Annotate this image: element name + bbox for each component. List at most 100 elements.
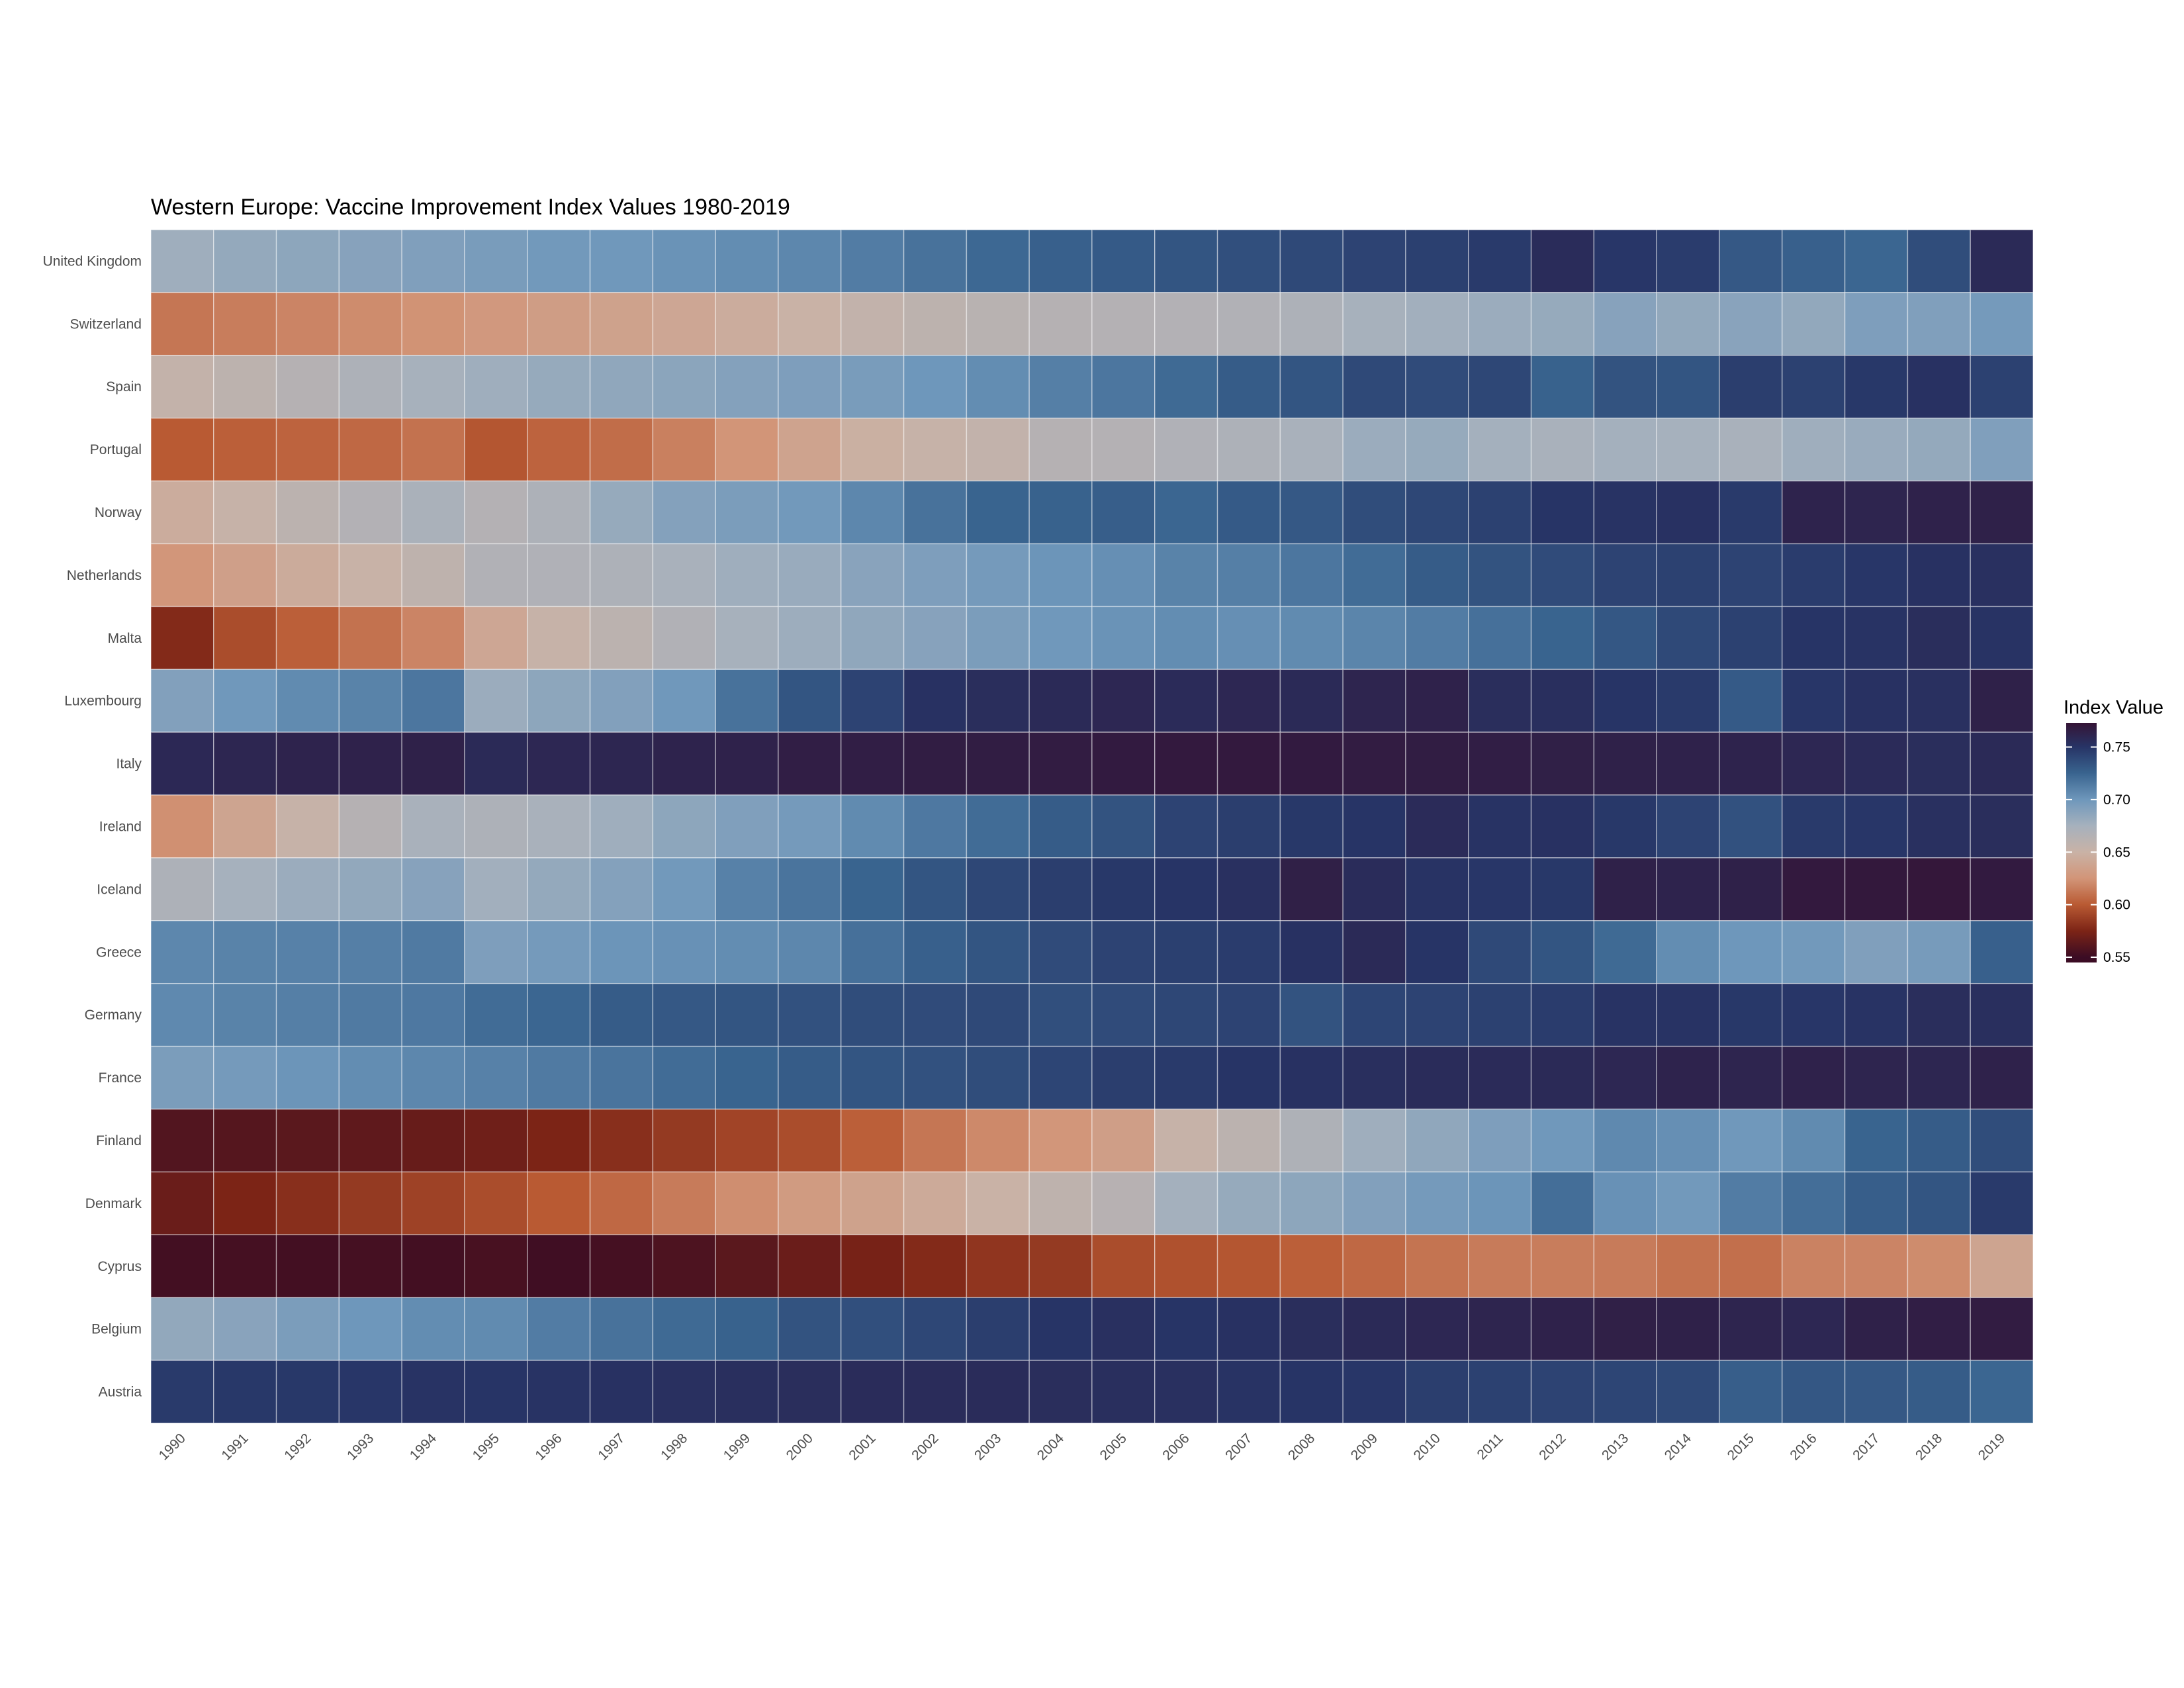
heatmap-cell xyxy=(401,920,465,984)
heatmap-cell xyxy=(1907,355,1971,419)
heatmap-cell xyxy=(1907,794,1971,859)
heatmap-cell xyxy=(1091,1297,1156,1361)
heatmap-cell xyxy=(1279,1171,1343,1236)
heatmap-cell xyxy=(213,1045,277,1110)
heatmap-cell xyxy=(1342,292,1406,356)
heatmap-cell xyxy=(841,1360,905,1424)
heatmap-cell xyxy=(213,794,277,859)
heatmap-cell xyxy=(275,606,340,671)
heatmap-cell xyxy=(589,606,654,671)
heatmap-cell xyxy=(275,1108,340,1173)
row-labels: United Kingdom Switzerland Spain Portugal No… xyxy=(43,254,142,1399)
heatmap-cell xyxy=(1782,1360,1846,1424)
heatmap-cell xyxy=(841,1108,905,1173)
heatmap-cell xyxy=(1279,982,1343,1047)
heatmap-cell xyxy=(1342,355,1406,419)
heatmap-cell xyxy=(1091,229,1156,293)
heatmap-cell xyxy=(1656,1045,1720,1110)
heatmap-cell xyxy=(1970,543,2034,608)
heatmap-cell xyxy=(1468,1360,1532,1424)
heatmap-cell xyxy=(1907,229,1971,293)
row-label: Spain xyxy=(106,379,142,395)
heatmap-cell xyxy=(1719,794,1783,859)
heatmap-cell xyxy=(527,480,591,545)
heatmap-cell xyxy=(1593,292,1657,356)
heatmap-cell xyxy=(1782,1171,1846,1236)
heatmap-cell xyxy=(1154,1360,1218,1424)
heatmap-cell xyxy=(338,920,402,984)
row-label: Malta xyxy=(108,631,142,646)
heatmap-cell xyxy=(1154,229,1218,293)
heatmap-cell xyxy=(1782,920,1846,984)
heatmap-cell xyxy=(1028,857,1093,921)
heatmap-cell xyxy=(715,669,779,733)
column-label: 2011 xyxy=(1475,1430,1506,1462)
heatmap-cell xyxy=(1028,920,1093,984)
heatmap-cell xyxy=(778,794,842,859)
legend-ticks: 0.75 0.70 0.65 0.60 0.55 xyxy=(2066,740,2130,965)
heatmap-cell xyxy=(1216,1360,1281,1424)
heatmap-cell xyxy=(903,1171,968,1236)
heatmap-cell xyxy=(1028,355,1093,419)
heatmap-cell xyxy=(275,229,340,293)
heatmap-cell xyxy=(1530,543,1595,608)
heatmap-cell xyxy=(275,417,340,482)
heatmap-cell xyxy=(715,1297,779,1361)
heatmap-cell xyxy=(1216,920,1281,984)
heatmap-cell xyxy=(1216,417,1281,482)
heatmap-cell xyxy=(150,669,214,733)
heatmap-cell xyxy=(401,1234,465,1298)
heatmap-cell xyxy=(1468,229,1532,293)
column-label: 2002 xyxy=(909,1430,941,1463)
heatmap-cell xyxy=(1091,1045,1156,1110)
heatmap-cell xyxy=(652,355,716,419)
heatmap-cell xyxy=(903,229,968,293)
row-label: Portugal xyxy=(90,442,142,457)
heatmap-cell xyxy=(1216,480,1281,545)
heatmap-cell xyxy=(1279,606,1343,671)
column-label: 1999 xyxy=(721,1430,753,1463)
heatmap-cell xyxy=(1405,1297,1469,1361)
heatmap-cell xyxy=(527,1108,591,1173)
heatmap-cell xyxy=(841,229,905,293)
heatmap-cell xyxy=(1342,229,1406,293)
heatmap-cell xyxy=(1279,292,1343,356)
heatmap-cell xyxy=(1844,606,1909,671)
heatmap-cell xyxy=(1530,417,1595,482)
column-label: 1994 xyxy=(407,1430,440,1464)
column-label: 2017 xyxy=(1850,1430,1882,1463)
heatmap-cell xyxy=(1468,982,1532,1047)
heatmap-cell xyxy=(338,982,402,1047)
heatmap-cell xyxy=(1342,857,1406,921)
heatmap-cell xyxy=(527,982,591,1047)
column-label: 2014 xyxy=(1662,1430,1695,1464)
heatmap-cell xyxy=(1279,543,1343,608)
heatmap-cell xyxy=(1342,1297,1406,1361)
row-label: Ireland xyxy=(99,820,142,835)
heatmap-cell xyxy=(1656,1297,1720,1361)
heatmap-cell xyxy=(1907,417,1971,482)
heatmap-cell xyxy=(1530,982,1595,1047)
heatmap-cell xyxy=(1719,543,1783,608)
heatmap-cell xyxy=(589,669,654,733)
heatmap-cell xyxy=(1844,543,1909,608)
heatmap-cell xyxy=(150,229,214,293)
heatmap-cell xyxy=(401,229,465,293)
row-label: Austria xyxy=(99,1385,142,1400)
heatmap-cell xyxy=(1405,1171,1469,1236)
heatmap-cell xyxy=(1656,857,1720,921)
column-label: 2016 xyxy=(1787,1430,1819,1463)
heatmap-cell xyxy=(652,794,716,859)
heatmap-cell xyxy=(715,794,779,859)
heatmap-cell xyxy=(527,794,591,859)
heatmap-cell xyxy=(338,669,402,733)
heatmap-cell xyxy=(1970,1045,2034,1110)
heatmap-cell xyxy=(527,1045,591,1110)
heatmap-cell xyxy=(1719,606,1783,671)
column-label: 2013 xyxy=(1599,1430,1631,1463)
heatmap-cell xyxy=(1091,1360,1156,1424)
heatmap-cell xyxy=(1405,1234,1469,1298)
heatmap-cell xyxy=(1719,292,1783,356)
heatmap-cell xyxy=(1656,229,1720,293)
heatmap-cell xyxy=(1279,1297,1343,1361)
